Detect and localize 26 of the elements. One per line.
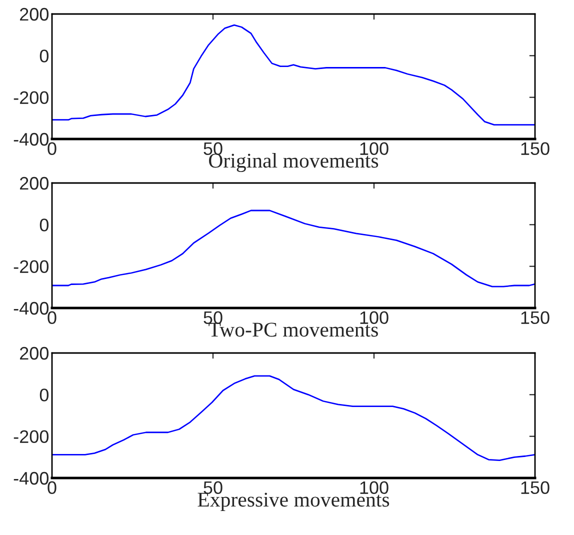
x-tick-label: 50 <box>204 481 222 494</box>
y-tick-label: -400 <box>14 472 49 485</box>
y-tick-label: 0 <box>40 218 49 232</box>
x-axis-title: Two-PC movements <box>208 322 378 337</box>
line-series <box>52 375 535 461</box>
y-tick-label: -200 <box>14 430 49 444</box>
x-tick-label: 50 <box>204 142 222 156</box>
y-tick-label: 200 <box>20 346 49 360</box>
x-tick-label: 100 <box>360 311 388 324</box>
y-tick-label: 0 <box>40 388 49 402</box>
x-tick-label: 150 <box>521 142 550 156</box>
y-tick-label: -200 <box>14 260 49 274</box>
x-tick-label: 50 <box>204 311 222 324</box>
line-series <box>52 24 535 126</box>
y-tick-label: -400 <box>14 302 49 315</box>
y-tick-label: -200 <box>14 91 49 104</box>
y-tick-label: 200 <box>20 8 49 21</box>
x-tick-label: 150 <box>521 311 550 324</box>
line-series <box>52 210 535 288</box>
y-tick-label: 0 <box>40 50 49 62</box>
x-tick-label: 150 <box>521 481 550 494</box>
x-axis-title: Expressive movements <box>198 492 390 511</box>
x-tick-label: 100 <box>360 142 388 156</box>
y-tick-label: -400 <box>14 132 49 146</box>
x-tick-label: 100 <box>360 481 388 494</box>
y-tick-label: 200 <box>20 176 49 190</box>
